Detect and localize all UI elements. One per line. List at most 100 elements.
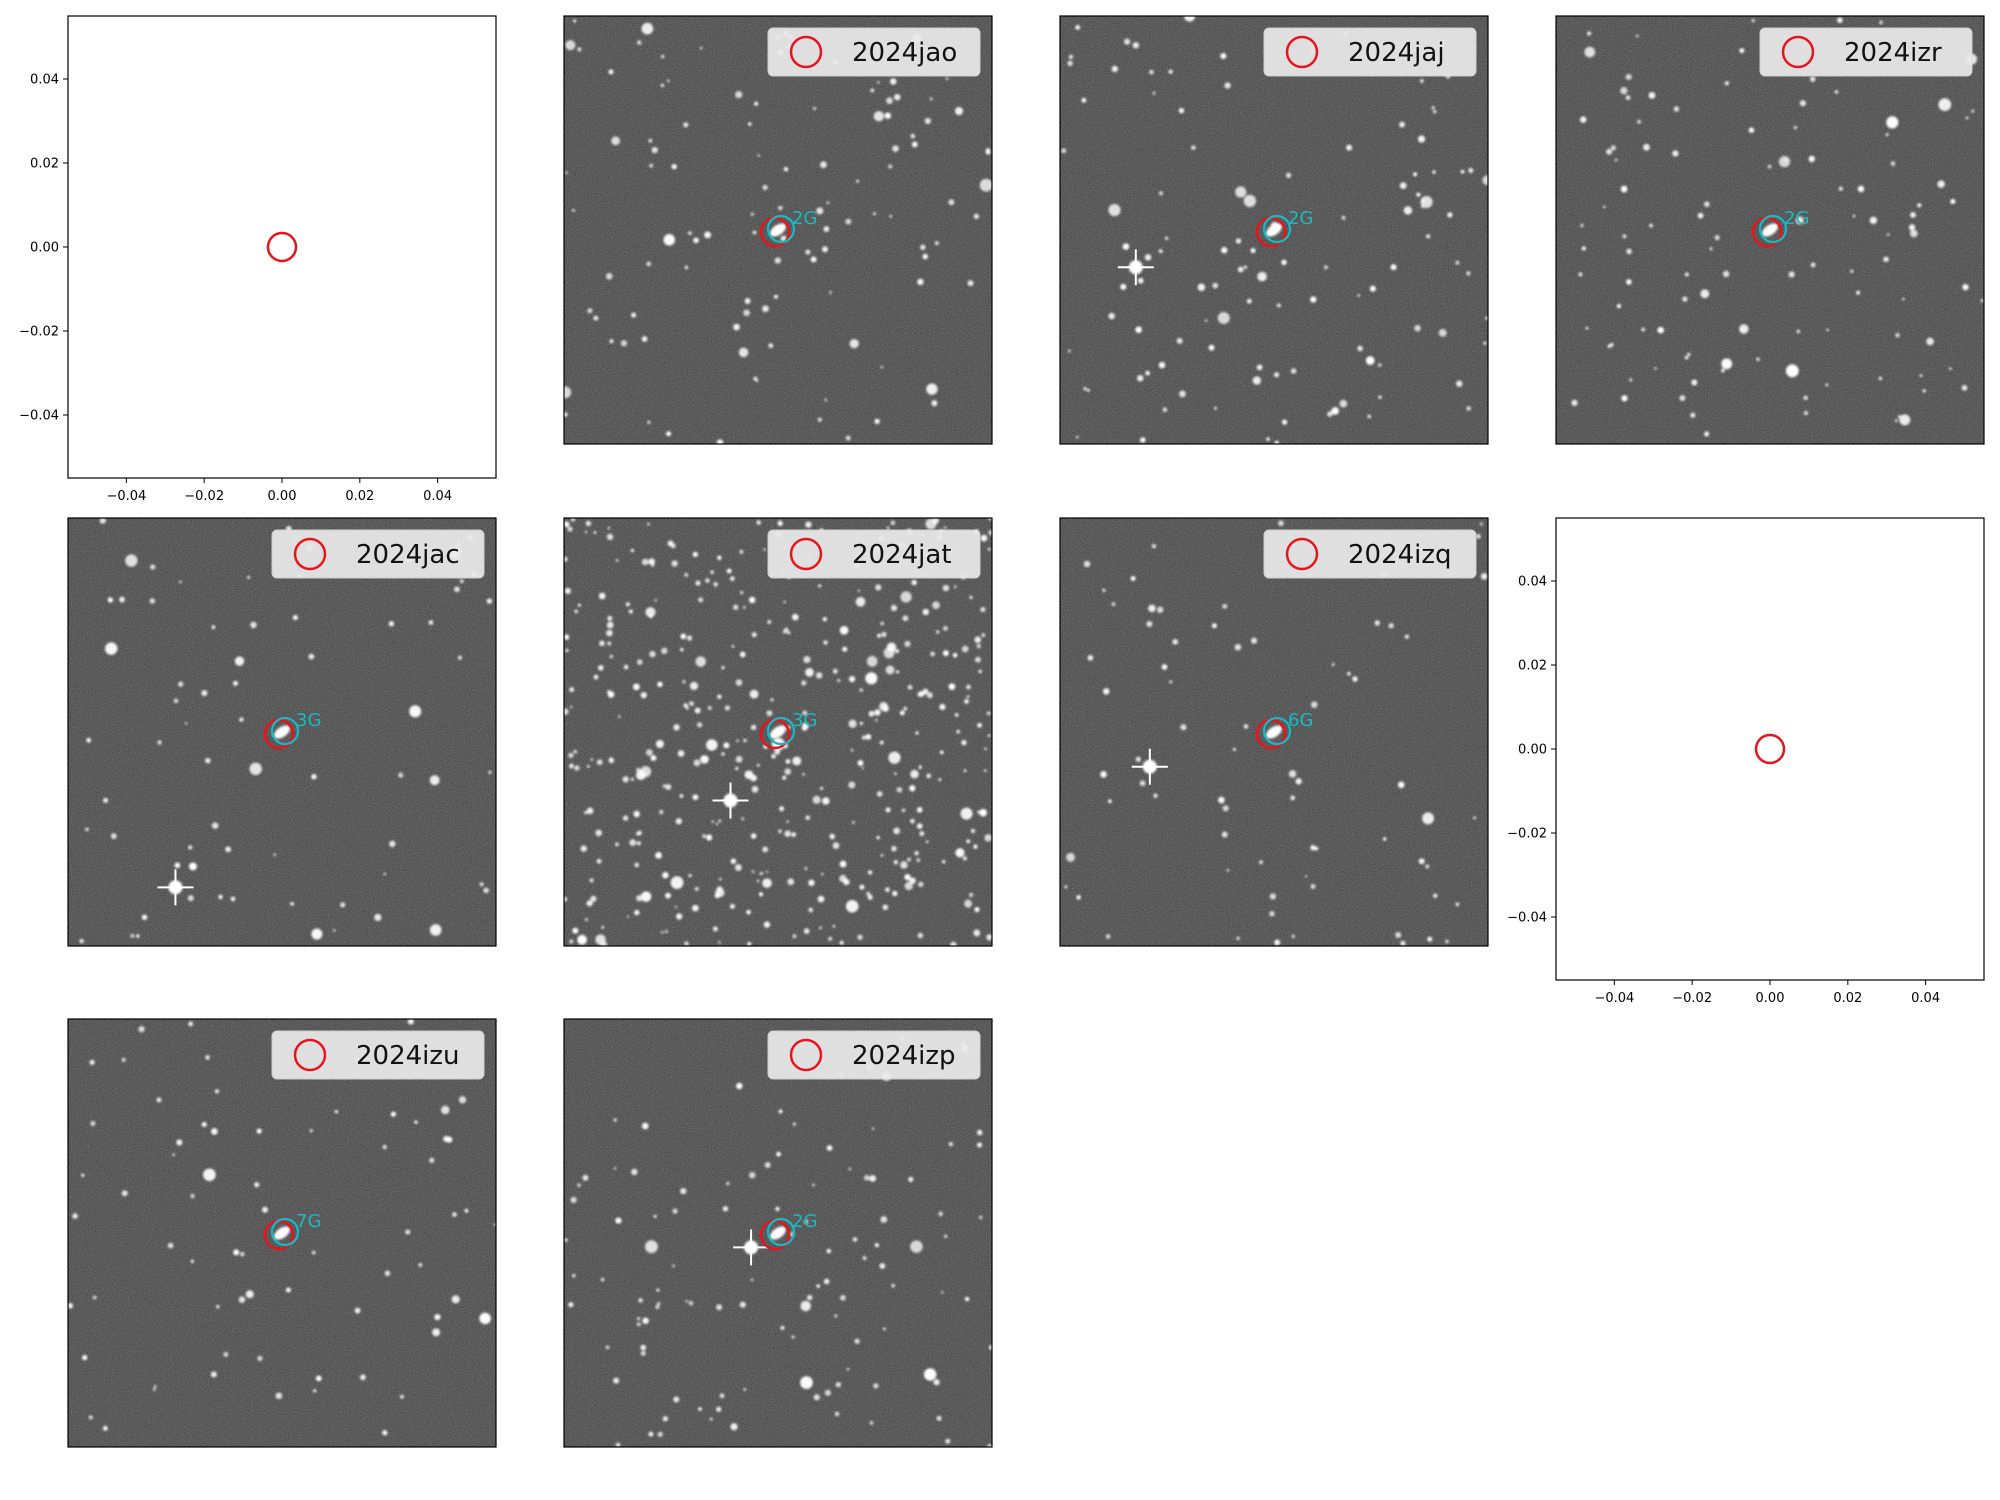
star xyxy=(1269,893,1277,900)
star xyxy=(1673,106,1680,112)
star xyxy=(642,1317,649,1324)
star xyxy=(119,596,125,603)
star xyxy=(1178,107,1185,114)
star xyxy=(383,872,386,876)
star xyxy=(479,882,484,887)
star xyxy=(839,625,849,635)
star xyxy=(648,138,653,143)
star xyxy=(1697,212,1704,219)
star xyxy=(778,829,782,834)
star xyxy=(1246,298,1252,304)
star xyxy=(849,338,859,349)
star xyxy=(917,278,924,285)
star xyxy=(941,859,946,864)
star xyxy=(716,1406,722,1412)
star xyxy=(238,1296,246,1303)
star xyxy=(1276,303,1281,308)
star xyxy=(729,903,735,909)
star xyxy=(812,1183,815,1187)
star xyxy=(758,892,764,897)
star xyxy=(1327,411,1333,417)
star xyxy=(1397,781,1405,789)
star xyxy=(1331,662,1335,666)
star xyxy=(775,1206,780,1212)
star xyxy=(736,739,739,743)
star xyxy=(1425,864,1430,869)
star xyxy=(824,1389,831,1396)
star xyxy=(1261,276,1264,280)
star xyxy=(817,895,825,903)
star xyxy=(935,630,940,634)
star xyxy=(574,765,580,771)
star xyxy=(1158,191,1164,196)
panel-4: 2G 2024izr xyxy=(1555,15,1985,445)
legend-box xyxy=(1263,529,1477,579)
star xyxy=(969,892,974,897)
legend-box xyxy=(271,1030,485,1080)
star xyxy=(1885,133,1889,137)
star xyxy=(1485,316,1488,320)
star xyxy=(628,609,633,614)
star xyxy=(800,1300,811,1312)
star xyxy=(945,77,949,80)
star xyxy=(751,632,757,638)
star xyxy=(859,884,865,890)
star xyxy=(1899,414,1911,426)
star xyxy=(110,833,117,840)
star xyxy=(785,759,791,764)
star xyxy=(211,822,219,829)
y-tick-label: 0.04 xyxy=(30,73,59,88)
star xyxy=(865,672,878,685)
star xyxy=(903,706,908,711)
star xyxy=(846,1367,850,1371)
star xyxy=(1687,352,1691,357)
star xyxy=(984,747,987,751)
star xyxy=(839,940,844,945)
star xyxy=(706,834,713,841)
star xyxy=(679,647,684,652)
y-tick-label: −0.04 xyxy=(1507,911,1547,926)
star xyxy=(149,598,156,604)
star xyxy=(822,797,830,805)
legend-box xyxy=(767,27,981,77)
star xyxy=(232,680,239,686)
star xyxy=(601,925,605,929)
star xyxy=(636,40,642,45)
star xyxy=(630,777,634,781)
star xyxy=(240,1251,245,1257)
star xyxy=(1266,437,1270,441)
star xyxy=(865,733,872,740)
star xyxy=(584,918,588,922)
star xyxy=(711,820,714,823)
sky-image: 2G xyxy=(1556,16,1984,444)
star xyxy=(1584,46,1596,58)
axes-frame xyxy=(563,15,993,445)
star xyxy=(802,710,808,716)
star xyxy=(589,878,594,883)
star xyxy=(486,598,493,604)
star xyxy=(812,795,821,804)
star xyxy=(662,1416,669,1422)
star xyxy=(1218,796,1225,804)
star xyxy=(925,840,929,843)
axes-frame xyxy=(563,1018,993,1448)
star xyxy=(704,231,712,239)
star xyxy=(1212,282,1219,289)
star xyxy=(1456,380,1463,387)
star xyxy=(673,1396,680,1403)
star xyxy=(1809,76,1816,82)
star xyxy=(880,1216,888,1223)
star xyxy=(1068,349,1071,353)
star xyxy=(1724,80,1730,86)
star xyxy=(890,520,896,526)
star xyxy=(611,136,621,146)
star xyxy=(1269,910,1275,917)
star xyxy=(1399,121,1405,128)
star xyxy=(869,1175,877,1182)
star xyxy=(1374,620,1380,626)
star xyxy=(125,554,138,567)
star xyxy=(1672,150,1679,157)
star xyxy=(622,815,629,821)
star xyxy=(1751,19,1755,23)
star xyxy=(710,570,714,574)
